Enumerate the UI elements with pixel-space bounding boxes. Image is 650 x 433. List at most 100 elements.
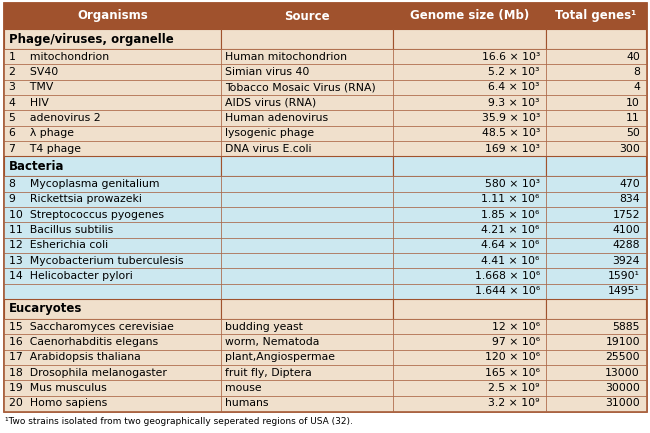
Text: 11: 11	[626, 113, 640, 123]
Bar	[393, 192, 546, 207]
Text: 3.2 × 10⁹: 3.2 × 10⁹	[488, 398, 540, 408]
Text: plant,Angiospermae: plant,Angiospermae	[225, 352, 335, 362]
Text: 48.5 × 10³: 48.5 × 10³	[482, 128, 540, 138]
Text: 10: 10	[626, 98, 640, 108]
Text: budding yeast: budding yeast	[225, 322, 303, 332]
Text: 15  Saccharomyces cerevisiae: 15 Saccharomyces cerevisiae	[9, 322, 174, 332]
Bar	[546, 319, 646, 334]
Text: Simian virus 40: Simian virus 40	[225, 67, 309, 77]
Bar	[546, 49, 646, 65]
Text: 17  Arabidopsis thaliana: 17 Arabidopsis thaliana	[9, 352, 141, 362]
Text: 1.11 × 10⁶: 1.11 × 10⁶	[482, 194, 540, 204]
Text: 470: 470	[619, 179, 640, 189]
Bar	[221, 65, 393, 80]
Bar	[221, 319, 393, 334]
Bar	[4, 284, 221, 299]
Text: 1.644 × 10⁶: 1.644 × 10⁶	[474, 286, 540, 296]
Text: 19  Mus musculus: 19 Mus musculus	[9, 383, 107, 393]
Text: 35.9 × 10³: 35.9 × 10³	[482, 113, 540, 123]
Text: mouse: mouse	[225, 383, 261, 393]
Text: 97 × 10⁶: 97 × 10⁶	[491, 337, 540, 347]
Text: 165 × 10⁶: 165 × 10⁶	[485, 368, 540, 378]
Text: 3    TMV: 3 TMV	[9, 82, 53, 92]
Text: 20  Homo sapiens: 20 Homo sapiens	[9, 398, 107, 408]
Bar	[4, 126, 221, 141]
Bar	[4, 299, 221, 319]
Bar	[393, 238, 546, 253]
Bar	[546, 350, 646, 365]
Bar	[546, 65, 646, 80]
Text: 4.21 × 10⁶: 4.21 × 10⁶	[482, 225, 540, 235]
Text: 8    Mycoplasma genitalium: 8 Mycoplasma genitalium	[9, 179, 159, 189]
Bar	[4, 207, 221, 222]
Bar	[221, 396, 393, 411]
Bar	[393, 284, 546, 299]
Bar	[393, 299, 546, 319]
Text: 31000: 31000	[605, 398, 640, 408]
Text: 8: 8	[633, 67, 640, 77]
Bar	[393, 29, 546, 49]
Text: 6.4 × 10³: 6.4 × 10³	[488, 82, 540, 92]
Bar	[221, 176, 393, 192]
Text: Genome size (Mb): Genome size (Mb)	[410, 10, 529, 23]
Text: Eucaryotes: Eucaryotes	[9, 303, 83, 316]
Bar	[4, 319, 221, 334]
Text: 16  Caenorhabditis elegans: 16 Caenorhabditis elegans	[9, 337, 158, 347]
Text: 6    λ phage: 6 λ phage	[9, 128, 74, 138]
Text: Organisms: Organisms	[77, 10, 148, 23]
Bar	[546, 126, 646, 141]
Text: 4: 4	[633, 82, 640, 92]
Bar	[221, 80, 393, 95]
Text: 5885: 5885	[612, 322, 640, 332]
Text: 12  Esherichia coli: 12 Esherichia coli	[9, 240, 108, 250]
Bar	[221, 334, 393, 350]
Text: DNA virus E.coli: DNA virus E.coli	[225, 144, 311, 154]
Bar	[4, 192, 221, 207]
Bar	[4, 176, 221, 192]
Text: 4.64 × 10⁶: 4.64 × 10⁶	[482, 240, 540, 250]
Bar	[221, 49, 393, 65]
Text: 4.41 × 10⁶: 4.41 × 10⁶	[482, 255, 540, 266]
Text: 50: 50	[626, 128, 640, 138]
Text: 1752: 1752	[612, 210, 640, 220]
Bar	[221, 268, 393, 284]
Bar	[4, 334, 221, 350]
Bar	[4, 380, 221, 396]
Bar	[4, 350, 221, 365]
Text: 13  Mycobacterium tuberculesis: 13 Mycobacterium tuberculesis	[9, 255, 183, 266]
Bar	[393, 110, 546, 126]
Bar	[221, 284, 393, 299]
Bar	[221, 192, 393, 207]
Bar	[546, 222, 646, 238]
Text: 9.3 × 10³: 9.3 × 10³	[488, 98, 540, 108]
Bar	[221, 141, 393, 156]
Bar	[221, 238, 393, 253]
Text: Human adenovirus: Human adenovirus	[225, 113, 328, 123]
Text: 13000: 13000	[605, 368, 640, 378]
Bar	[546, 380, 646, 396]
Bar	[4, 80, 221, 95]
Text: 1.668 × 10⁶: 1.668 × 10⁶	[474, 271, 540, 281]
Bar	[4, 110, 221, 126]
Text: 18  Drosophila melanogaster: 18 Drosophila melanogaster	[9, 368, 167, 378]
Bar	[546, 284, 646, 299]
Bar	[4, 3, 221, 29]
Text: 11  Bacillus subtilis: 11 Bacillus subtilis	[9, 225, 113, 235]
Bar	[546, 29, 646, 49]
Text: 4    HIV: 4 HIV	[9, 98, 49, 108]
Bar	[393, 268, 546, 284]
Bar	[393, 222, 546, 238]
Text: 30000: 30000	[605, 383, 640, 393]
Text: humans: humans	[225, 398, 268, 408]
Bar	[393, 350, 546, 365]
Bar	[546, 238, 646, 253]
Bar	[393, 176, 546, 192]
Text: AIDS virus (RNA): AIDS virus (RNA)	[225, 98, 317, 108]
Bar	[546, 110, 646, 126]
Bar	[221, 222, 393, 238]
Bar	[393, 207, 546, 222]
Bar	[4, 222, 221, 238]
Text: 9    Rickettsia prowazeki: 9 Rickettsia prowazeki	[9, 194, 142, 204]
Bar	[393, 80, 546, 95]
Bar	[393, 126, 546, 141]
